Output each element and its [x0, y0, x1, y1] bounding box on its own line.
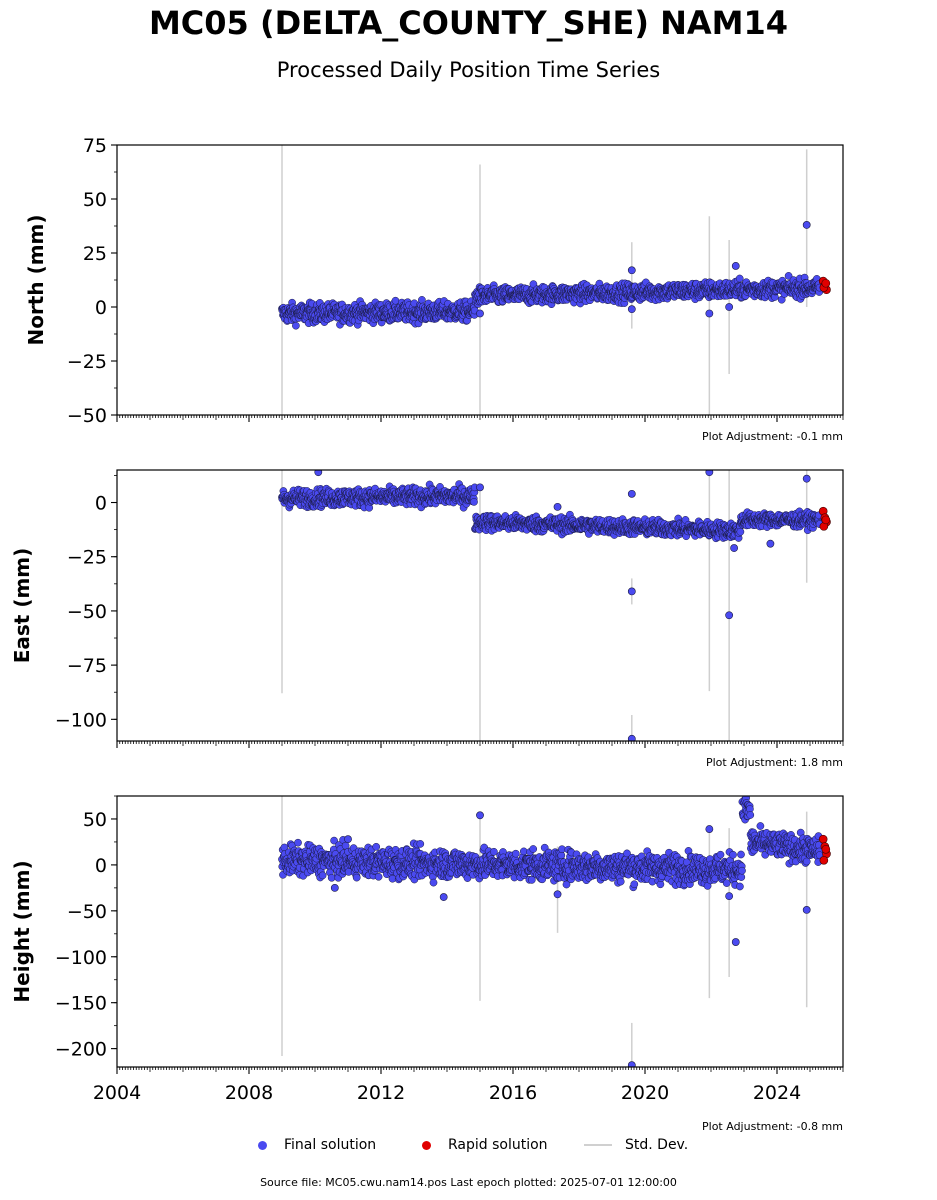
outlier-point	[627, 305, 636, 314]
chart-title: MC05 (DELTA_COUNTY_SHE) NAM14	[148, 4, 789, 42]
final-point	[735, 274, 744, 283]
final-point	[784, 272, 793, 280]
final-point	[529, 845, 538, 853]
final-point	[372, 842, 381, 851]
final-point	[562, 880, 571, 889]
y-axis-label: North (mm)	[24, 214, 48, 345]
y-tick-label: −50	[67, 405, 107, 427]
y-tick-label: 75	[83, 135, 107, 157]
panel-1: −50 −25 0 25 50 75 North (mm) Plot Adjustment: …	[24, 135, 844, 443]
y-tick-label: 0	[95, 493, 107, 515]
outlier-point	[802, 221, 811, 229]
final-point	[429, 878, 438, 887]
y-tick-label: −25	[67, 547, 107, 569]
panel-2: −100 −75 −50 −25 0 East (mm) Plot Adjustment: …	[10, 469, 844, 769]
final-point	[374, 872, 383, 881]
outlier-point	[627, 266, 636, 275]
final-point	[527, 876, 536, 884]
y-tick-label: −25	[67, 351, 107, 373]
outlier-point	[730, 544, 738, 552]
plot-adjustment-label: Plot Adjustment: 1.8 mm	[706, 756, 843, 769]
final-solution-points	[278, 272, 824, 330]
y-tick-label: 0	[95, 297, 107, 319]
final-point	[418, 296, 426, 304]
final-point	[716, 850, 725, 859]
final-point	[630, 880, 639, 889]
outlier-point	[553, 502, 562, 511]
y-tick-label: −100	[55, 709, 107, 731]
outlier-point	[627, 587, 636, 596]
final-point	[623, 849, 631, 858]
outlier-point	[476, 483, 484, 492]
outlier-point	[731, 262, 740, 270]
outlier-point	[725, 303, 734, 311]
plot-area	[278, 796, 831, 1067]
plot-adjustment-label: Plot Adjustment: -0.1 mm	[702, 430, 843, 443]
y-tick-label: −50	[67, 601, 107, 623]
outlier-point	[725, 611, 734, 620]
outlier-point	[705, 470, 714, 477]
final-point	[529, 280, 538, 288]
outlier-point	[476, 309, 484, 318]
time-series-plots: −50 −25 0 25 50 75 North (mm) Plot Adjustment: …	[10, 135, 844, 1133]
plot-area	[278, 470, 831, 741]
chart-subtitle: Processed Daily Position Time Series	[276, 58, 661, 82]
final-point	[292, 321, 300, 330]
final-point	[294, 838, 302, 847]
final-point	[736, 527, 745, 536]
y-tick-label: 25	[83, 243, 107, 265]
final-solution-points	[278, 480, 824, 543]
rapid-point	[821, 515, 831, 525]
final-point	[318, 871, 327, 880]
final-point	[330, 836, 338, 845]
final-point	[352, 873, 361, 882]
outlier-point	[766, 539, 775, 548]
final-point	[616, 877, 625, 886]
outlier-point	[705, 309, 714, 318]
outlier-point	[627, 734, 636, 741]
plot-area	[278, 145, 831, 415]
y-axis-label: East (mm)	[10, 548, 34, 664]
final-point	[416, 840, 425, 848]
final-point	[490, 847, 498, 856]
final-point	[470, 498, 478, 506]
rapid-point	[821, 278, 831, 288]
outlier-point	[314, 470, 323, 477]
final-solution-points	[278, 796, 824, 892]
final-point	[511, 849, 520, 858]
outlier-point	[802, 474, 811, 483]
y-tick-label: 50	[83, 189, 107, 211]
outlier-point	[627, 489, 636, 498]
y-tick-label: −75	[67, 655, 107, 677]
